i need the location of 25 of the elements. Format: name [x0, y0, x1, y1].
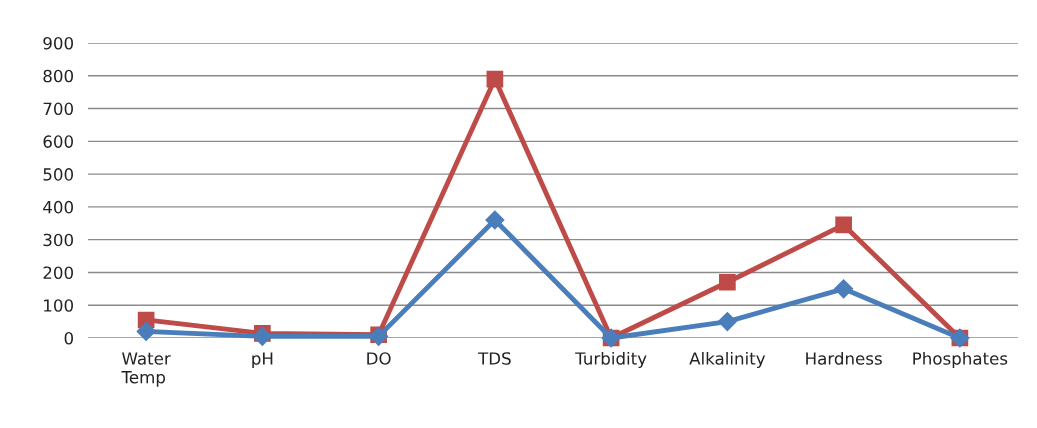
x-tick-label: Turbidity [575, 351, 647, 369]
y-tick-label: 800 [43, 69, 73, 83]
point [136, 321, 156, 341]
point [835, 216, 852, 234]
y-tick-label: 200 [43, 266, 73, 280]
x-tick-label: pH [252, 352, 273, 369]
x-tick-label: Water Temp [121, 352, 171, 387]
y-tick-label: 0 [64, 331, 73, 345]
y-tick-label: 500 [43, 168, 73, 181]
point [486, 70, 504, 88]
y-tick-label: 900 [43, 36, 73, 50]
point [717, 312, 737, 332]
x-tick-label: Phosphates [913, 351, 1008, 369]
point [719, 273, 736, 291]
x-tick-label: Alkalinity [689, 351, 766, 369]
y-tick-label: 400 [43, 200, 73, 214]
point [485, 210, 505, 230]
x-tick-label: Hardness [806, 351, 882, 365]
x-tick-label: DO [367, 352, 391, 365]
y-tick-label: 300 [43, 233, 73, 247]
x-tick-label: TDS [478, 352, 511, 365]
y-tick-label: 600 [43, 135, 73, 148]
point [834, 279, 854, 299]
y-tick-label: 700 [43, 102, 73, 116]
y-tick-label: 100 [44, 299, 73, 312]
